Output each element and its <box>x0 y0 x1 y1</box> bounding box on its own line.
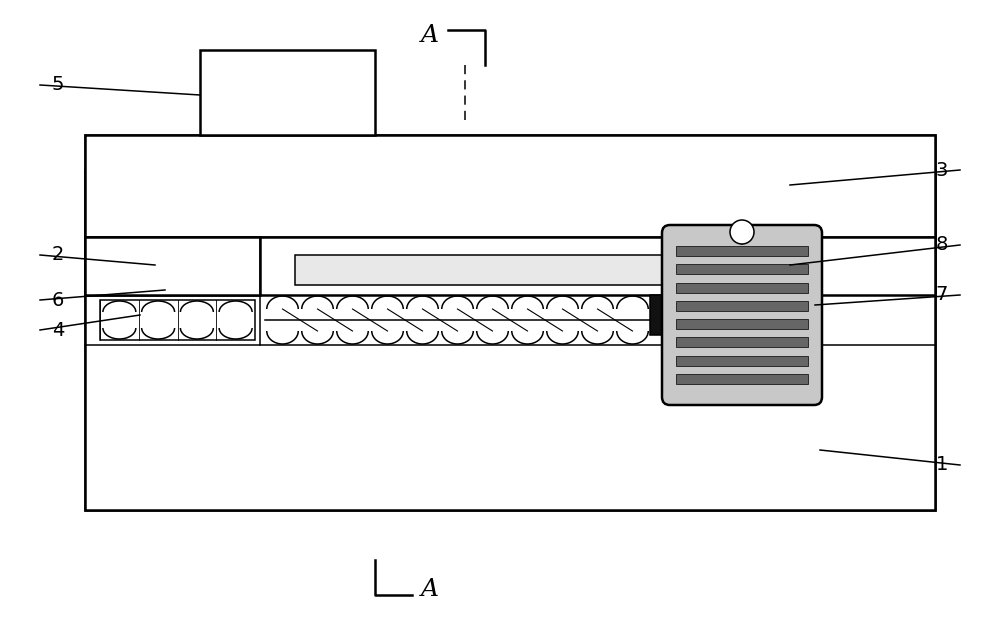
Bar <box>100 300 255 340</box>
Bar <box>295 255 790 285</box>
Bar <box>676 301 808 311</box>
Circle shape <box>730 220 754 244</box>
Text: 1: 1 <box>936 456 948 474</box>
Text: 7: 7 <box>936 286 948 304</box>
Bar <box>85 237 935 295</box>
Text: 6: 6 <box>52 291 64 309</box>
Text: 2: 2 <box>52 246 64 264</box>
Text: 8: 8 <box>936 236 948 254</box>
Text: 5: 5 <box>52 76 64 94</box>
Bar <box>676 356 808 366</box>
Bar <box>676 282 808 292</box>
Bar <box>85 170 935 510</box>
Text: 3: 3 <box>936 161 948 179</box>
Bar <box>200 50 375 135</box>
Text: A: A <box>421 579 439 601</box>
Text: A: A <box>421 24 439 46</box>
Bar <box>676 319 808 329</box>
Text: 4: 4 <box>52 321 64 339</box>
Bar <box>85 135 935 237</box>
Bar <box>85 135 935 510</box>
Bar <box>676 246 808 256</box>
Bar <box>676 338 808 348</box>
Bar <box>676 264 808 274</box>
Bar <box>85 237 260 295</box>
Bar <box>676 374 808 384</box>
Bar <box>650 295 678 335</box>
FancyBboxPatch shape <box>662 225 822 405</box>
